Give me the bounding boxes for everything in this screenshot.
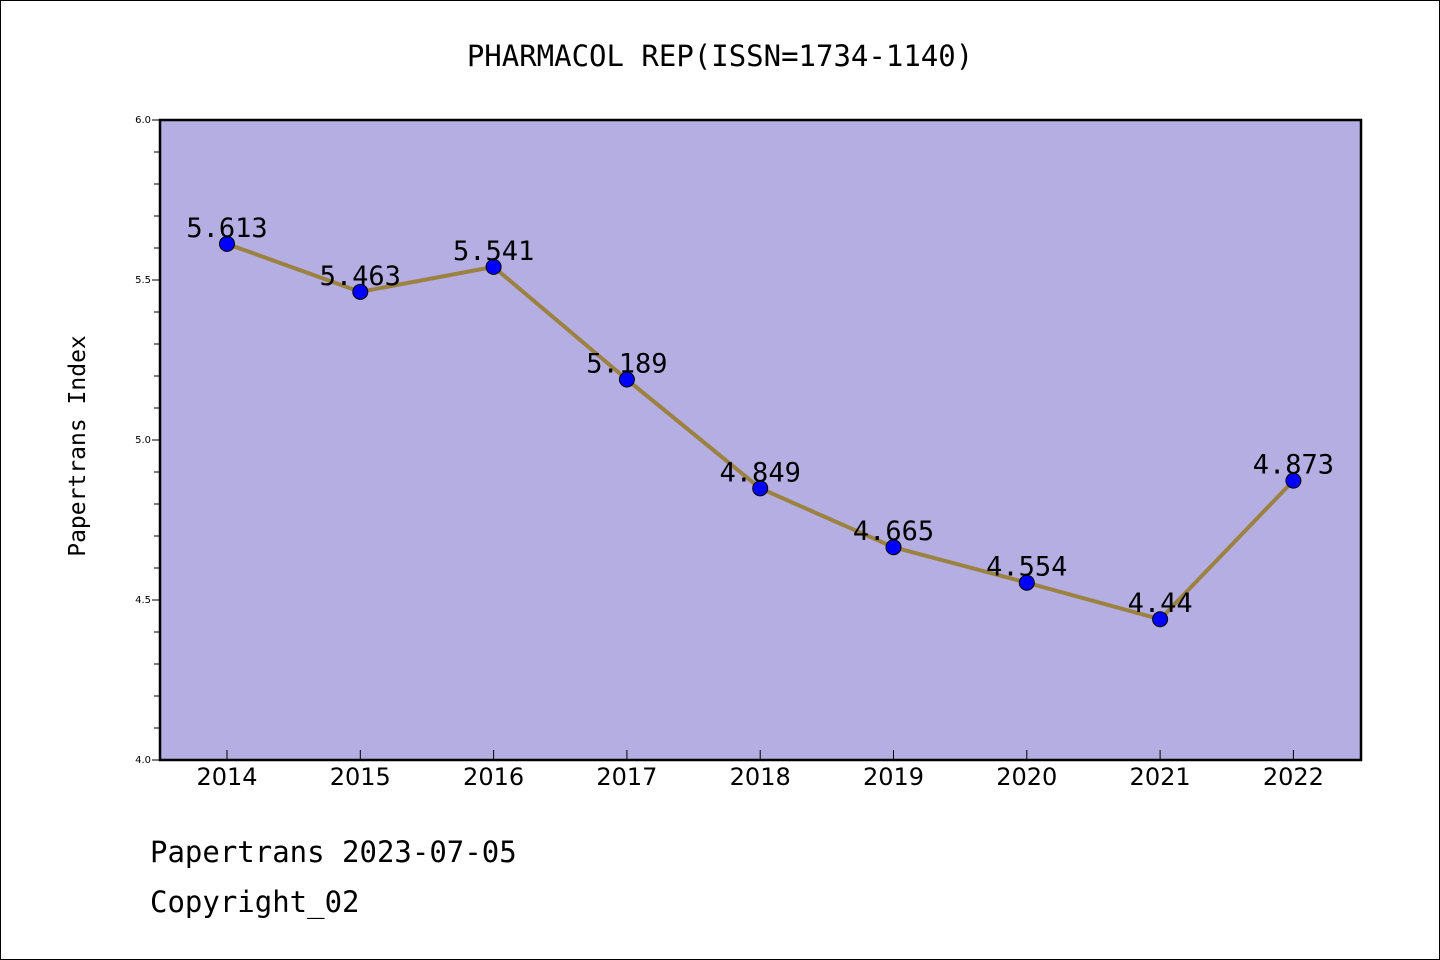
data-points: 5.613 5.463 5.541 5.189 4.849 4.665 4.554 4.44 4…: [186, 213, 1334, 628]
footer-date: Papertrans 2023-07-05: [150, 835, 517, 869]
data-point-marker: [752, 480, 769, 497]
data-point-label: 4.849: [720, 457, 801, 488]
data-point-marker: [618, 371, 635, 388]
chart-title: PHARMACOL REP(ISSN=1734-1140): [467, 39, 973, 73]
data-point-label: 5.189: [586, 349, 667, 380]
data-point-label: 4.44: [1128, 588, 1193, 619]
x-tick-label: 2019: [863, 763, 924, 791]
data-point-label: 5.463: [320, 261, 401, 292]
x-tick-label: 2020: [996, 763, 1057, 791]
data-point-marker: [1152, 611, 1169, 628]
data-point-label: 4.665: [853, 516, 934, 547]
x-tick-label: 2021: [1130, 763, 1191, 791]
data-point-marker: [352, 283, 369, 300]
y-tick-label: 4.5: [135, 595, 151, 606]
y-tick-label: 4.0: [135, 755, 151, 766]
x-tick-label: 2022: [1263, 763, 1324, 791]
data-point-marker: [1018, 574, 1035, 591]
data-point-label: 4.873: [1253, 450, 1334, 481]
y-tick-label: 6.0: [135, 115, 151, 126]
data-point-marker: [1285, 472, 1302, 489]
axis-ticks: 4.0 4.5 5.0 5.5 6.0 2014 2015 2016 2017 2018 2019 2…: [135, 115, 1324, 791]
data-point-marker: [219, 235, 235, 252]
y-tick-label: 5.0: [135, 435, 151, 446]
data-point-label: 5.541: [453, 236, 534, 267]
x-tick-label: 2018: [730, 763, 791, 791]
data-point-marker: [885, 539, 902, 556]
y-axis-label: Papertrans Index: [65, 335, 91, 557]
x-tick-label: 2017: [596, 763, 657, 791]
data-point-label: 4.554: [986, 552, 1067, 583]
plot-area: [160, 120, 1361, 760]
y-tick-label: 5.5: [135, 275, 151, 286]
footer-copyright: Copyright_02: [150, 885, 360, 919]
data-point-label: 5.613: [186, 213, 267, 244]
plot-border: [158, 118, 1363, 762]
x-tick-label: 2014: [196, 763, 257, 791]
data-point-marker: [485, 258, 502, 275]
x-tick-label: 2016: [463, 763, 524, 791]
x-tick-label: 2015: [330, 763, 391, 791]
